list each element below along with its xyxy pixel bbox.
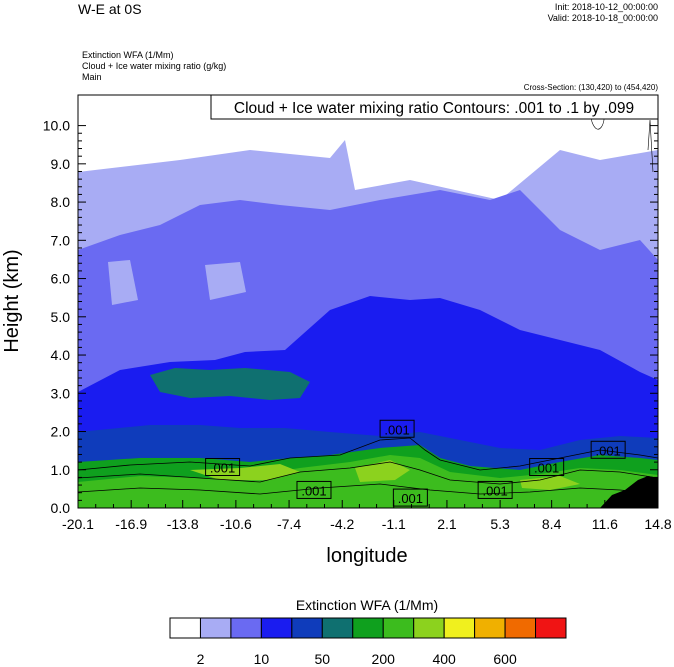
colorbar-label: 200 — [372, 651, 396, 667]
chart-title: W-E at 0S — [78, 1, 142, 17]
y-tick-label: 6.0 — [51, 271, 71, 287]
x-tick-label: 8.4 — [542, 516, 562, 532]
y-tick-label: 5.0 — [51, 309, 71, 325]
valid-time: Valid: 2018-10-18_00:00:00 — [547, 13, 658, 23]
colorbar-label: 50 — [315, 651, 331, 667]
colorbar-swatch — [504, 617, 537, 639]
contour-label-box — [392, 488, 428, 507]
colorbar-swatch — [291, 617, 323, 639]
y-tick-label: 3.0 — [51, 385, 71, 401]
colorbar-swatch — [321, 617, 354, 639]
x-tick-label: -16.9 — [115, 516, 147, 532]
contour-label-box — [296, 480, 332, 499]
contour-label: .001 — [210, 460, 235, 475]
contour-label-box — [477, 480, 513, 499]
y-tick-label: 2.0 — [51, 424, 71, 440]
colorbar-swatch — [474, 617, 506, 639]
colorbar-label: 600 — [493, 651, 517, 667]
init-time: Init: 2018-10-12_00:00:00 — [554, 2, 658, 12]
y-tick-label: 4.0 — [51, 347, 71, 363]
colorbar-swatch — [382, 617, 415, 639]
contour-info-box: Cloud + Ice water mixing ratio Contours:… — [210, 94, 659, 120]
colorbar-label: 10 — [254, 651, 270, 667]
colorbar-swatch — [535, 617, 567, 639]
y-tick-label: 8.0 — [51, 194, 71, 210]
contour-label-box — [529, 457, 565, 476]
x-tick-label: 14.8 — [644, 516, 671, 532]
contour-label-box — [590, 440, 626, 459]
x-tick-label: 5.3 — [490, 516, 510, 532]
colorbar-title: Extinction WFA (1/Mm) — [296, 597, 438, 613]
x-tick-label: 2.1 — [437, 516, 457, 532]
extinction-field — [78, 95, 658, 508]
colorbar-swatch — [443, 617, 476, 639]
colorbar-swatch — [352, 617, 384, 639]
contour-label: .001 — [482, 483, 507, 498]
colorbar-swatch — [169, 617, 201, 639]
y-tick-label: 0.0 — [51, 500, 71, 516]
x-tick-label: 11.6 — [592, 516, 618, 532]
x-axis-ticks: -20.1 -16.9 -13.8 -10.6 -7.4 -4.2 -1.1 2.1 5.3 8.… — [62, 500, 672, 532]
x-tick-label: -1.1 — [382, 516, 406, 532]
contour-label-box — [205, 457, 241, 476]
contour-label: .001 — [384, 422, 409, 437]
x-tick-label: -10.6 — [220, 516, 252, 532]
field-label-main: Main — [82, 72, 102, 82]
y-axis-ticks: 0.0 1.0 2.0 3.0 4.0 5.0 6.0 7.0 8.0 9.0 10.0 — [43, 118, 658, 516]
x-tick-label: -13.8 — [167, 516, 199, 532]
contour-label: .001 — [398, 491, 423, 506]
contour-label: .001 — [595, 443, 620, 458]
contour-labels: .001 .001 .001 .001 .001 .001 .001 — [205, 419, 626, 507]
x-axis-label: longitude — [326, 545, 407, 567]
cross-section-label: Cross-Section: (130,420) to (454,420) — [523, 83, 658, 92]
contour-label: .001 — [534, 460, 559, 475]
x-tick-label: -4.2 — [330, 516, 354, 532]
y-tick-label: 1.0 — [51, 462, 71, 478]
colorbar-label: 2 — [197, 651, 205, 667]
y-tick-label: 9.0 — [51, 156, 71, 172]
field-label-mixing-ratio: Cloud + Ice water mixing ratio (g/kg) — [82, 61, 227, 71]
colorbar: 2 10 50 200 400 600 — [169, 617, 567, 667]
x-tick-label: -7.4 — [277, 516, 301, 532]
colorbar-label: 400 — [432, 651, 456, 667]
y-tick-label: 7.0 — [51, 232, 71, 248]
colorbar-swatch — [230, 617, 262, 639]
contour-label-box — [379, 419, 415, 438]
colorbar-swatch — [260, 617, 293, 639]
contour-label: .001 — [301, 483, 326, 498]
x-tick-label: -20.1 — [62, 516, 94, 532]
y-axis-label: Height (km) — [1, 249, 23, 352]
colorbar-swatch — [413, 617, 445, 639]
contour-info-text: Cloud + Ice water mixing ratio Contours:… — [234, 100, 634, 117]
colorbar-swatch — [199, 617, 232, 639]
field-label-extinction: Extinction WFA (1/Mm) — [82, 50, 174, 60]
y-tick-label: 10.0 — [43, 118, 70, 134]
